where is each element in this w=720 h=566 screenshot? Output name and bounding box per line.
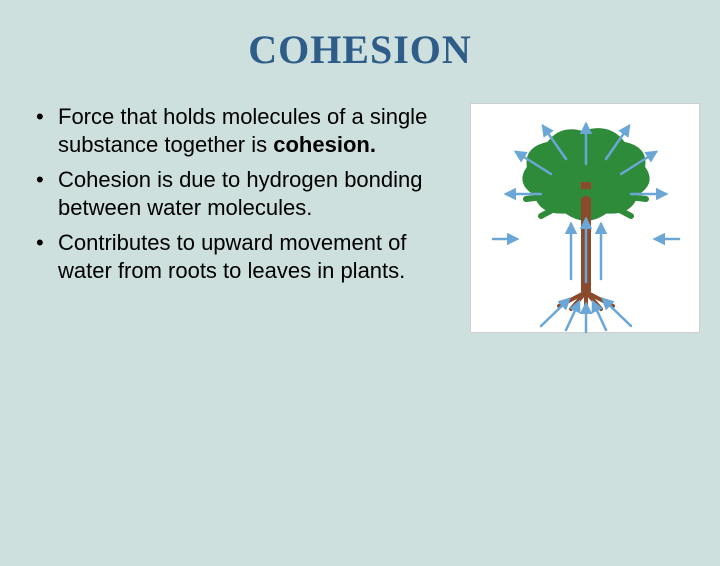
- bullet-item: Contributes to upward movement of water …: [30, 229, 460, 284]
- bullet-text-bold: cohesion.: [273, 132, 376, 157]
- content-row: Force that holds molecules of a single s…: [0, 103, 720, 333]
- bullet-item: Force that holds molecules of a single s…: [30, 103, 460, 158]
- tree-diagram: [470, 103, 700, 333]
- tree-svg: [471, 104, 701, 334]
- bullet-text-pre: Cohesion is due to hydrogen bonding betw…: [58, 167, 423, 220]
- bullet-text-pre: Contributes to upward movement of water …: [58, 230, 407, 283]
- page-title: COHESION: [0, 26, 720, 73]
- bullet-list: Force that holds molecules of a single s…: [30, 103, 460, 292]
- bullet-item: Cohesion is due to hydrogen bonding betw…: [30, 166, 460, 221]
